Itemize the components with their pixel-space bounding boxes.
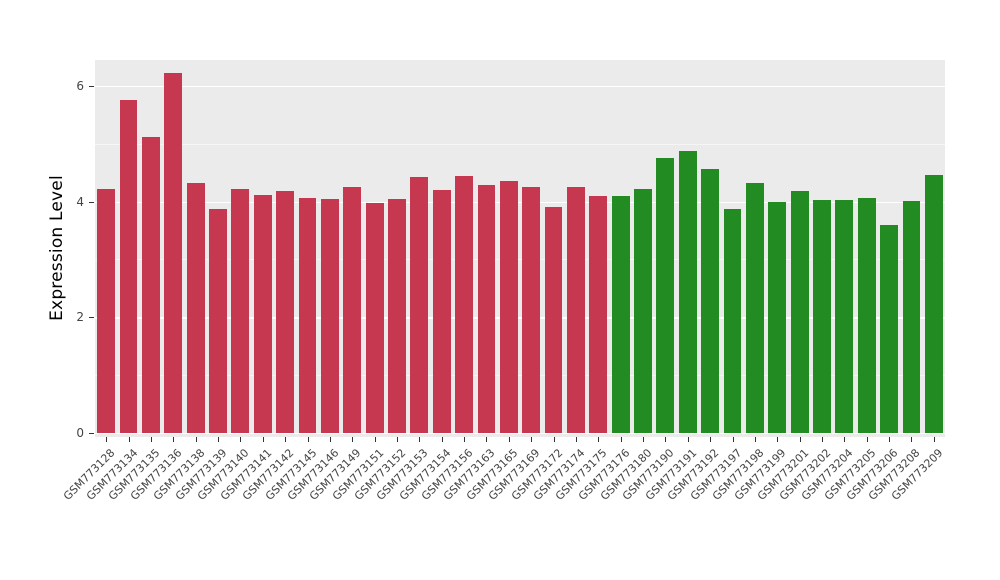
bar-GSM773176	[611, 195, 630, 433]
bar-GSM773146	[320, 198, 339, 433]
x-tick-mark	[821, 437, 823, 442]
x-tick-mark	[128, 437, 130, 442]
bar-GSM773202	[813, 199, 831, 433]
bar-GSM773206	[880, 224, 899, 433]
x-tick-mark	[374, 437, 376, 442]
bar-GSM773151	[365, 202, 384, 433]
gridline-major	[95, 201, 945, 204]
x-tick-mark	[173, 437, 175, 442]
x-tick-mark	[464, 437, 466, 442]
x-tick-mark	[754, 437, 756, 442]
x-tick-mark	[285, 437, 287, 442]
y-tick-mark	[89, 317, 94, 319]
x-tick-mark	[710, 437, 712, 442]
bar-GSM773197	[723, 209, 742, 433]
x-tick-mark	[396, 437, 398, 442]
bar-GSM773154	[432, 190, 451, 433]
bar-GSM773145	[298, 197, 317, 433]
x-tick-mark	[665, 437, 667, 442]
bar-GSM773201	[790, 191, 809, 433]
bar-GSM773136	[164, 73, 183, 433]
plot-panel	[95, 60, 945, 437]
x-tick-mark	[262, 437, 264, 442]
y-tick-label: 0	[76, 425, 84, 440]
bar-GSM773190	[656, 158, 675, 433]
x-tick-mark	[844, 437, 846, 442]
gridline-major	[95, 86, 945, 88]
x-tick-mark	[889, 437, 891, 442]
bar-GSM773209	[924, 174, 943, 433]
bar-GSM773191	[678, 151, 697, 433]
bar-GSM773204	[835, 199, 854, 433]
x-tick-mark	[732, 437, 734, 442]
y-tick-mark	[89, 432, 94, 434]
x-tick-mark	[329, 437, 331, 442]
y-tick-mark	[89, 201, 94, 203]
x-tick-mark	[598, 437, 600, 442]
bar-GSM773139	[209, 208, 227, 433]
x-tick-mark	[553, 437, 555, 442]
y-tick-label: 4	[76, 194, 84, 209]
x-tick-mark	[240, 437, 242, 442]
bar-GSM773172	[544, 206, 563, 433]
x-tick-mark	[307, 437, 309, 442]
bar-GSM773169	[522, 186, 541, 433]
x-tick-mark	[687, 437, 689, 442]
bar-GSM773205	[857, 197, 876, 433]
x-tick-mark	[106, 437, 108, 442]
x-tick-mark	[575, 437, 577, 442]
bar-GSM773138	[186, 183, 205, 433]
x-tick-mark	[218, 437, 220, 442]
gridline-minor	[95, 259, 945, 261]
bar-GSM773198	[745, 183, 764, 433]
x-tick-mark	[620, 437, 622, 442]
bar-GSM773152	[388, 198, 406, 433]
gridline-major	[95, 317, 945, 319]
y-tick-label: 6	[76, 79, 84, 94]
bar-GSM773208	[902, 200, 921, 433]
x-tick-mark	[486, 437, 488, 442]
bar-GSM773140	[231, 188, 250, 433]
bar-GSM773180	[634, 188, 652, 433]
x-tick-mark	[150, 437, 152, 442]
bar-GSM773149	[343, 187, 362, 433]
bar-GSM773128	[97, 188, 116, 433]
bar-GSM773156	[455, 176, 474, 433]
x-tick-mark	[441, 437, 443, 442]
x-tick-mark	[531, 437, 533, 442]
x-tick-mark	[911, 437, 913, 442]
gridline-major	[95, 432, 945, 435]
y-tick-label: 2	[76, 310, 84, 325]
bar-GSM773175	[589, 195, 608, 433]
x-tick-mark	[195, 437, 197, 442]
bar-GSM773163	[477, 185, 496, 433]
x-tick-mark	[933, 437, 935, 442]
gridline-minor	[95, 375, 945, 377]
bar-GSM773134	[119, 100, 138, 433]
bar-GSM773141	[253, 194, 272, 433]
bar-GSM773199	[768, 201, 787, 433]
gridline-minor	[95, 143, 945, 145]
x-tick-mark	[799, 437, 801, 442]
x-tick-mark	[866, 437, 868, 442]
bar-GSM773142	[276, 191, 295, 433]
x-tick-mark	[419, 437, 421, 442]
bar-GSM773174	[566, 186, 585, 433]
x-tick-mark	[643, 437, 645, 442]
bar-GSM773192	[701, 169, 720, 433]
y-tick-mark	[89, 86, 94, 88]
bar-GSM773153	[410, 177, 429, 433]
x-tick-mark	[777, 437, 779, 442]
bar-GSM773165	[499, 181, 518, 433]
x-tick-mark	[508, 437, 510, 442]
x-tick-mark	[352, 437, 354, 442]
bar-GSM773135	[141, 136, 160, 433]
